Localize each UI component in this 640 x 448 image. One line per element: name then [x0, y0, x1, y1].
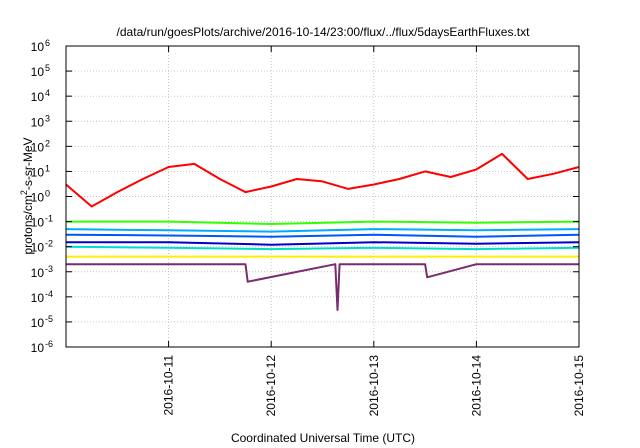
x-tick-label: 2016-10-11	[162, 355, 176, 416]
y-axis-ticks: 10-6 10-5 10-4 10-3 10-2 10-1 100 101 102 103 104 1…	[31, 38, 579, 355]
y-tick-label: 10-6	[31, 339, 53, 355]
y-tick-label: 105	[31, 63, 50, 79]
series-line-1	[65, 152, 580, 208]
x-tick-label: 2016-10-12	[264, 355, 278, 417]
x-tick-label: 2016-10-13	[367, 355, 381, 417]
series-line-8	[66, 263, 579, 311]
y-tick-label: 10-4	[31, 289, 53, 305]
y-tick-label: 102	[31, 138, 50, 154]
x-tick-label: 2016-10-15	[572, 355, 586, 417]
x-axis-ticks: 2016-10-11 2016-10-12 2016-10-13 2016-10-14…	[162, 46, 586, 416]
y-tick-label: 10-3	[31, 264, 53, 280]
y-tick-label: 10-2	[31, 239, 53, 255]
x-tick-label: 2016-10-14	[469, 355, 483, 417]
y-tick-label: 106	[31, 38, 50, 54]
series-line-3	[65, 228, 580, 233]
y-axis-label: protons/cm2-s-sr-MeV	[19, 137, 35, 254]
y-tick-label: 10-1	[31, 214, 53, 230]
chart-grid	[66, 45, 580, 348]
series-line-4	[65, 233, 580, 238]
y-tick-label: 10-5	[31, 314, 53, 330]
chart-title: /data/run/goesPlots/archive/2016-10-14/2…	[117, 25, 531, 39]
plot-frame	[65, 45, 580, 348]
y-tick-label: 104	[31, 88, 50, 104]
series-line-2	[66, 220, 580, 225]
y-tick-label: 103	[31, 113, 50, 129]
chart-series	[65, 152, 580, 311]
x-axis-label: Coordinated Universal Time (UTC)	[231, 431, 415, 445]
y-tick-label: 100	[31, 189, 50, 205]
series-line-6	[65, 245, 580, 251]
series-line-5	[66, 241, 580, 246]
y-tick-label: 101	[31, 163, 50, 179]
